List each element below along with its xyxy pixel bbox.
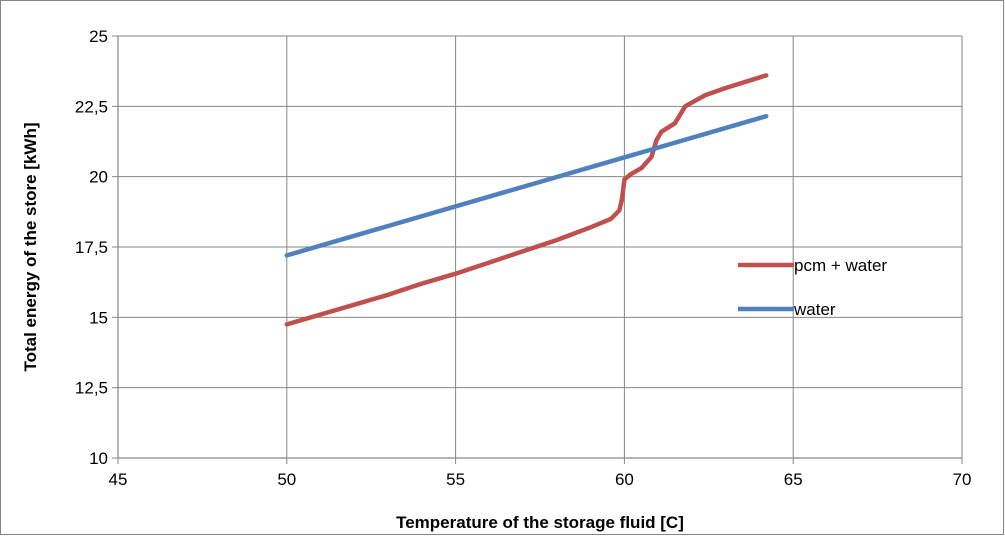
legend: pcm + water water: [738, 256, 887, 319]
y-axis-title: Total energy of the store [kWh]: [21, 122, 40, 371]
y-tick-label: 15: [89, 308, 108, 327]
y-tick-label: 25: [89, 27, 108, 46]
x-tick-label: 70: [953, 470, 972, 489]
x-tick-label: 45: [109, 470, 128, 489]
legend-label: water: [793, 300, 836, 319]
y-tick-label: 22,5: [75, 97, 108, 116]
x-tick-label: 60: [615, 470, 634, 489]
legend-label: pcm + water: [794, 256, 887, 275]
y-tick-label: 12,5: [75, 379, 108, 398]
series-line-pcm-water: [284, 73, 769, 327]
axes: 10 12,5 15 17,5 20 22,5 25 45 50 55 60 65 70: [75, 27, 972, 489]
grid: [117, 35, 963, 459]
x-axis-title: Temperature of the storage fluid [C]: [396, 513, 684, 532]
x-tick-label: 55: [446, 470, 465, 489]
y-tick-label: 10: [89, 449, 108, 468]
series-lines: [284, 73, 769, 327]
series-line-water: [284, 113, 769, 258]
y-tick-label: 20: [89, 168, 108, 187]
y-tick-label: 17,5: [75, 238, 108, 257]
x-tick-label: 65: [784, 470, 803, 489]
x-tick-label: 50: [277, 470, 296, 489]
